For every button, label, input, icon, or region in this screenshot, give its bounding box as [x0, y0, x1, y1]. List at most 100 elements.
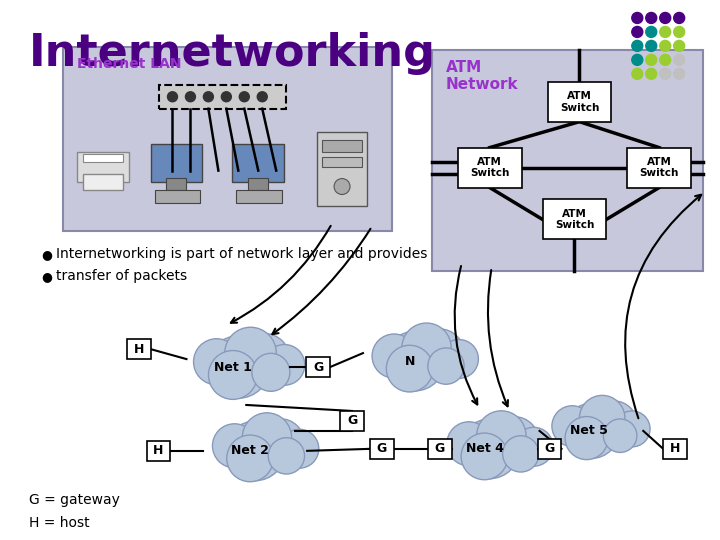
- Circle shape: [385, 331, 445, 391]
- FancyBboxPatch shape: [458, 147, 521, 187]
- Circle shape: [256, 418, 305, 468]
- Text: G: G: [313, 361, 323, 374]
- FancyBboxPatch shape: [340, 411, 364, 431]
- Text: Net 1: Net 1: [215, 361, 252, 374]
- Circle shape: [565, 416, 608, 460]
- Text: H: H: [153, 444, 163, 457]
- FancyBboxPatch shape: [627, 147, 691, 187]
- Circle shape: [614, 411, 650, 447]
- FancyBboxPatch shape: [63, 47, 392, 232]
- Text: Net 5: Net 5: [570, 424, 608, 437]
- Circle shape: [646, 55, 657, 65]
- Text: ATM
Network: ATM Network: [446, 60, 518, 92]
- Circle shape: [447, 422, 491, 466]
- FancyBboxPatch shape: [322, 157, 362, 166]
- Text: ATM
Switch: ATM Switch: [639, 157, 679, 178]
- Circle shape: [243, 413, 292, 462]
- Circle shape: [591, 401, 637, 447]
- Circle shape: [212, 424, 256, 468]
- Circle shape: [334, 179, 350, 194]
- Text: ATM
Switch: ATM Switch: [559, 91, 599, 112]
- Circle shape: [674, 26, 685, 37]
- Text: ATM
Switch: ATM Switch: [555, 208, 594, 230]
- Circle shape: [674, 40, 685, 51]
- FancyBboxPatch shape: [147, 441, 171, 461]
- Circle shape: [252, 353, 290, 392]
- Text: G = gateway
H = host: G = gateway H = host: [29, 492, 120, 530]
- Circle shape: [674, 12, 685, 23]
- Circle shape: [387, 345, 433, 392]
- Circle shape: [264, 345, 305, 385]
- FancyBboxPatch shape: [547, 82, 611, 122]
- Circle shape: [280, 429, 319, 468]
- Circle shape: [227, 435, 274, 482]
- FancyBboxPatch shape: [317, 132, 367, 206]
- FancyBboxPatch shape: [233, 144, 284, 181]
- Circle shape: [632, 40, 643, 51]
- Text: Net 4: Net 4: [466, 442, 503, 455]
- Circle shape: [503, 436, 539, 472]
- FancyBboxPatch shape: [322, 140, 362, 152]
- FancyBboxPatch shape: [155, 190, 200, 204]
- Circle shape: [646, 40, 657, 51]
- Circle shape: [660, 12, 671, 23]
- Circle shape: [439, 340, 478, 379]
- Circle shape: [204, 92, 213, 102]
- Circle shape: [186, 92, 195, 102]
- FancyBboxPatch shape: [543, 199, 606, 239]
- Circle shape: [477, 411, 526, 460]
- FancyBboxPatch shape: [83, 153, 122, 161]
- Circle shape: [221, 92, 231, 102]
- FancyBboxPatch shape: [150, 144, 202, 181]
- Circle shape: [209, 350, 257, 400]
- Circle shape: [632, 26, 643, 37]
- Circle shape: [257, 92, 267, 102]
- Text: H: H: [133, 342, 144, 356]
- Circle shape: [603, 419, 637, 453]
- Text: transfer of packets: transfer of packets: [55, 269, 187, 284]
- FancyBboxPatch shape: [538, 439, 562, 459]
- Circle shape: [660, 69, 671, 79]
- Circle shape: [460, 419, 520, 478]
- Text: G: G: [435, 442, 445, 455]
- Circle shape: [372, 334, 416, 378]
- Circle shape: [660, 55, 671, 65]
- Circle shape: [646, 12, 657, 23]
- Circle shape: [225, 421, 285, 481]
- Circle shape: [660, 26, 671, 37]
- Circle shape: [239, 92, 249, 102]
- Circle shape: [402, 323, 451, 372]
- Circle shape: [674, 55, 685, 65]
- Circle shape: [564, 403, 619, 458]
- Text: G: G: [377, 442, 387, 455]
- Text: H: H: [670, 442, 680, 455]
- Circle shape: [632, 12, 643, 23]
- Text: Internetworking is part of network layer and provides: Internetworking is part of network layer…: [55, 247, 427, 261]
- FancyBboxPatch shape: [663, 439, 687, 459]
- FancyBboxPatch shape: [248, 178, 269, 190]
- Text: G: G: [347, 414, 357, 428]
- Text: ●: ●: [41, 270, 52, 283]
- FancyBboxPatch shape: [127, 339, 150, 359]
- FancyBboxPatch shape: [432, 50, 703, 271]
- Circle shape: [461, 433, 508, 480]
- Circle shape: [207, 336, 269, 399]
- Circle shape: [490, 417, 539, 466]
- Circle shape: [168, 92, 177, 102]
- Circle shape: [514, 427, 553, 466]
- Text: N: N: [405, 355, 415, 368]
- Text: G: G: [544, 442, 554, 455]
- Circle shape: [225, 327, 276, 379]
- Circle shape: [552, 406, 593, 447]
- Circle shape: [674, 69, 685, 79]
- Circle shape: [269, 438, 305, 474]
- Text: Net 2: Net 2: [231, 444, 269, 457]
- FancyBboxPatch shape: [77, 152, 129, 181]
- Circle shape: [415, 329, 464, 378]
- Text: Internetworking: Internetworking: [29, 32, 436, 75]
- Circle shape: [632, 55, 643, 65]
- FancyBboxPatch shape: [83, 173, 122, 190]
- FancyBboxPatch shape: [428, 439, 451, 459]
- Text: ●: ●: [41, 248, 52, 261]
- Circle shape: [646, 26, 657, 37]
